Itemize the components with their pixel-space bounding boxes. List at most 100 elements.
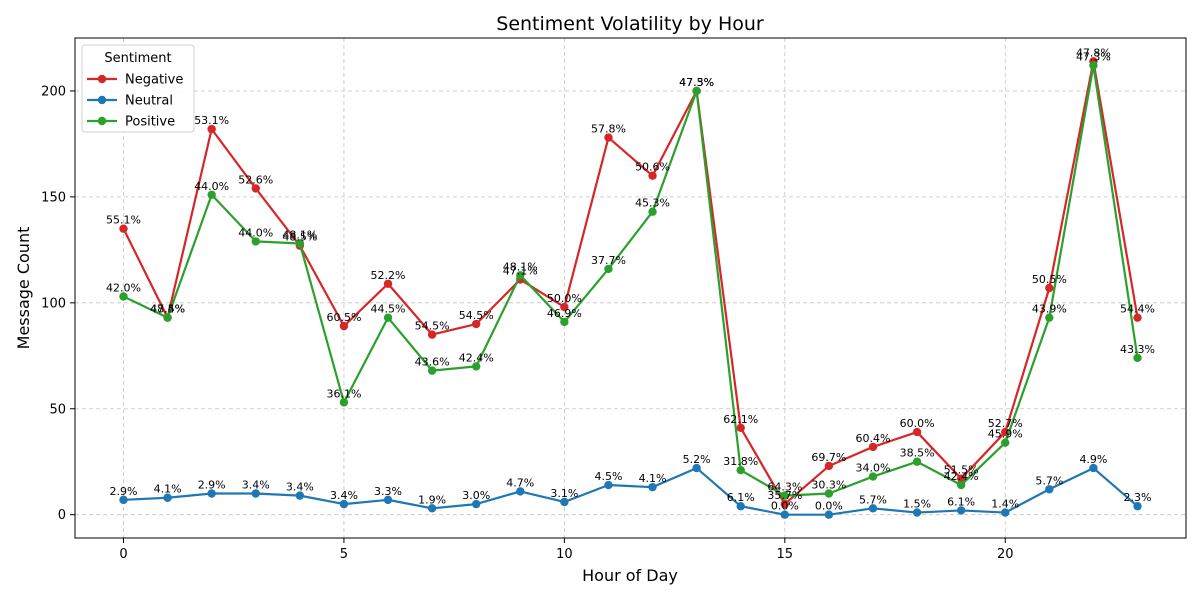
data-label-negative: 52.2% — [371, 269, 406, 282]
data-label-negative: 54.5% — [415, 320, 450, 333]
x-tick-label: 5 — [340, 547, 348, 562]
legend-item-positive: Positive — [87, 115, 175, 130]
data-label-neutral: 4.1% — [639, 472, 667, 485]
data-label-negative: 60.4% — [856, 432, 891, 445]
data-label-positive: 42.0% — [106, 281, 141, 294]
data-point-positive — [648, 207, 657, 216]
data-label-negative: 48.5% — [150, 303, 185, 316]
legend-marker-neutral — [97, 95, 107, 105]
data-label-neutral: 5.7% — [859, 493, 887, 506]
data-label-neutral: 6.1% — [947, 495, 975, 508]
data-point-negative — [119, 224, 128, 233]
data-label-positive: 42.4% — [459, 351, 494, 364]
data-label-negative: 54.5% — [459, 309, 494, 322]
data-point-positive — [1089, 61, 1098, 70]
data-label-neutral: 3.4% — [242, 479, 270, 492]
data-point-positive — [163, 313, 172, 322]
data-point-positive — [692, 86, 701, 96]
data-label-negative: 47.8% — [1076, 46, 1111, 59]
data-label-negative: 50.0% — [547, 292, 582, 305]
data-label-neutral: 0.0% — [815, 500, 843, 513]
data-point-positive — [295, 239, 305, 248]
data-point-negative — [780, 499, 790, 509]
data-point-neutral — [604, 480, 613, 490]
data-label-neutral: 4.9% — [1079, 453, 1107, 466]
data-point-positive — [1045, 313, 1054, 322]
x-tick-label: 15 — [777, 547, 794, 562]
data-point-neutral — [471, 499, 481, 509]
data-label-neutral: 2.9% — [198, 479, 226, 492]
data-point-neutral — [295, 491, 305, 500]
data-point-neutral — [163, 493, 172, 502]
data-point-positive — [427, 366, 437, 375]
series-line-positive — [123, 64, 1139, 497]
data-label-positive: 47.4% — [150, 303, 185, 316]
data-point-positive — [383, 313, 393, 322]
data-point-positive — [1001, 438, 1010, 447]
data-label-positive: 44.5% — [371, 303, 406, 316]
data-point-positive — [516, 271, 525, 280]
data-label-positive: 30.3% — [811, 479, 846, 492]
data-label-negative: 52.7% — [988, 417, 1023, 430]
data-point-positive — [339, 398, 349, 407]
data-label-positive: 45.9% — [988, 428, 1023, 441]
data-label-neutral: 4.1% — [154, 483, 182, 496]
plot-frame — [74, 37, 1187, 539]
data-label-positive: 48.1% — [282, 229, 317, 242]
data-point-positive — [956, 480, 966, 490]
data-label-negative: 54.4% — [1120, 303, 1155, 316]
data-point-negative — [383, 279, 393, 288]
data-point-positive — [471, 362, 481, 371]
data-label-positive: 36.1% — [326, 387, 361, 400]
data-label-neutral: 4.7% — [506, 476, 534, 489]
data-point-negative — [339, 321, 349, 331]
data-point-negative — [736, 423, 745, 433]
data-point-negative — [604, 133, 613, 142]
data-label-positive: 43.3% — [1120, 343, 1155, 356]
series-line-neutral — [123, 466, 1139, 516]
data-label-negative: 50.5% — [1032, 273, 1067, 286]
data-label-negative: 48.5% — [282, 231, 317, 244]
data-point-positive — [868, 472, 878, 481]
y-tick-label: 50 — [49, 402, 66, 417]
data-label-negative: 47.1% — [503, 265, 538, 278]
data-point-neutral — [736, 502, 745, 511]
data-label-positive: 45.3% — [635, 197, 670, 210]
data-point-positive — [824, 489, 834, 498]
data-label-negative: 60.5% — [326, 311, 361, 324]
data-label-positive: 43.6% — [415, 356, 450, 369]
legend-title: Sentiment — [104, 51, 171, 66]
data-point-neutral — [560, 497, 569, 507]
data-point-neutral — [427, 504, 437, 513]
legend-items: Negative Neutral Positive — [87, 73, 183, 130]
y-tick-label: 200 — [41, 84, 66, 99]
legend-item-negative: Negative — [87, 73, 183, 88]
data-label-negative: 57.8% — [591, 123, 626, 136]
data-label-neutral: 3.1% — [550, 487, 578, 500]
series-layer — [119, 57, 1142, 519]
data-point-positive — [119, 292, 128, 301]
data-point-positive — [251, 237, 260, 246]
x-axis-ticks: 0 5 10 15 20 — [119, 538, 1014, 562]
data-point-neutral — [824, 510, 834, 519]
data-point-neutral — [516, 487, 525, 496]
data-point-neutral — [1045, 485, 1054, 494]
data-point-neutral — [1133, 502, 1142, 511]
data-label-negative: 60.0% — [900, 417, 935, 430]
data-label-negative: 47.5% — [679, 76, 714, 89]
data-point-negative — [207, 124, 216, 134]
data-point-positive — [912, 457, 922, 466]
data-point-negative — [560, 302, 569, 312]
data-point-positive — [736, 466, 745, 475]
data-label-positive: 64.3% — [767, 481, 802, 494]
y-tick-label: 0 — [58, 508, 66, 523]
legend-box — [81, 44, 195, 133]
data-label-neutral: 6.1% — [727, 491, 755, 504]
data-label-neutral: 3.3% — [374, 485, 402, 498]
x-tick-label: 20 — [997, 547, 1014, 562]
data-point-neutral — [692, 463, 701, 473]
data-label-neutral: 2.3% — [1124, 491, 1152, 504]
data-point-negative — [251, 184, 260, 193]
data-label-positive: 38.5% — [900, 447, 935, 460]
